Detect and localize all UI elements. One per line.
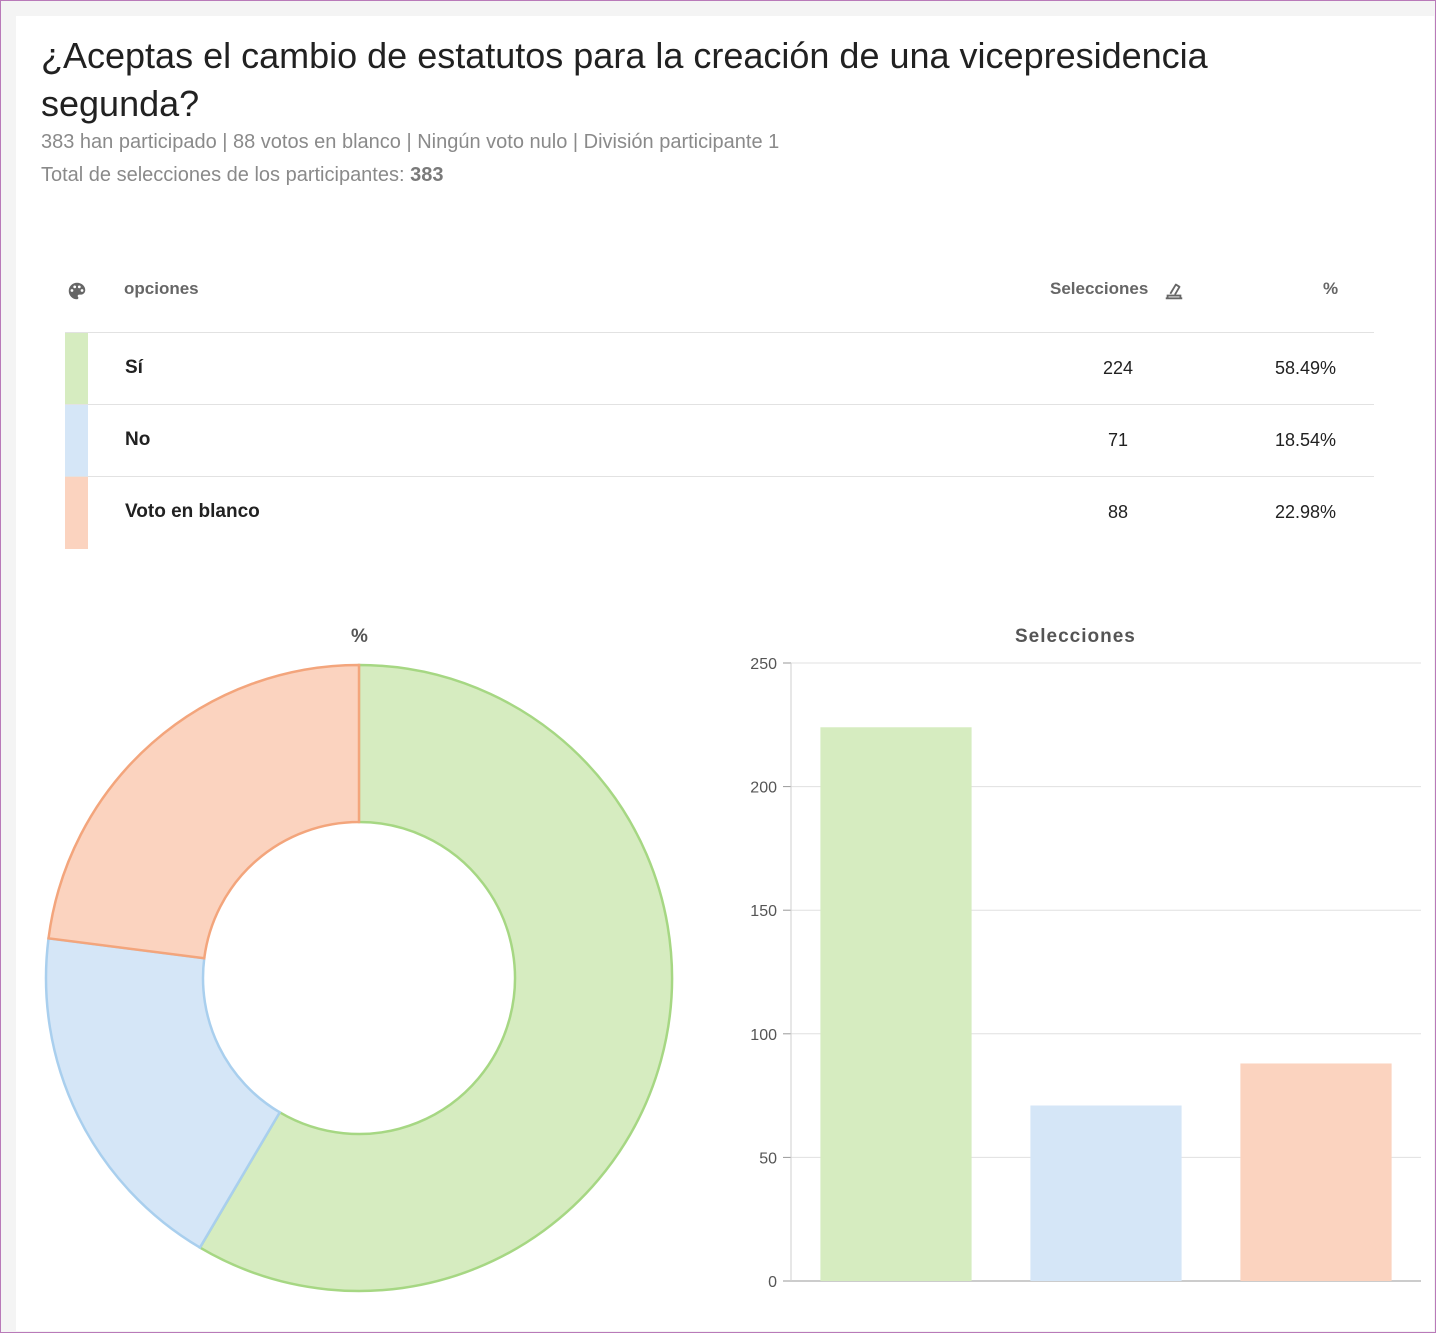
bar-2[interactable]: [1030, 1105, 1182, 1281]
option-label: Sí: [125, 357, 143, 378]
participation-summary: 383 han participado | 88 votos en blanco…: [41, 131, 780, 153]
bar-1[interactable]: [820, 727, 972, 1281]
bar-3[interactable]: [1240, 1063, 1392, 1281]
table-row: Sí 224 58.49%: [65, 332, 1374, 405]
total-selections-label: Total de selecciones de los participante…: [41, 164, 405, 186]
y-tick-label: 0: [768, 1274, 777, 1291]
option-count: 224: [1102, 358, 1134, 378]
column-header-selections[interactable]: Selecciones: [1050, 279, 1149, 298]
y-tick-label: 100: [750, 1027, 777, 1044]
option-label: Voto en blanco: [125, 501, 260, 522]
bar-chart: 0 50 100 150 200 250: [750, 656, 1421, 1291]
y-tick-label: 50: [759, 1150, 777, 1167]
donut-slice-3[interactable]: [47, 663, 361, 960]
donut-chart-title: %: [351, 626, 368, 647]
option-count: 71: [1107, 430, 1129, 450]
color-swatch: [65, 405, 88, 477]
table-row: Voto en blanco 88 22.98%: [65, 476, 1374, 549]
palette-icon: [66, 280, 88, 307]
option-percent: 18.54%: [1274, 430, 1336, 450]
y-tick-label: 150: [750, 903, 777, 920]
ballot-box-icon[interactable]: [1163, 280, 1185, 307]
total-selections: Total de selecciones de los participante…: [41, 164, 443, 187]
option-label: No: [125, 429, 151, 450]
y-tick-label: 200: [750, 780, 777, 797]
column-header-percent: %: [1323, 279, 1339, 298]
total-selections-value: 383: [410, 164, 444, 186]
option-percent: 58.49%: [1274, 358, 1336, 378]
option-count: 88: [1107, 502, 1129, 522]
option-percent: 22.98%: [1274, 502, 1336, 522]
donut-slice-2[interactable]: [44, 936, 282, 1250]
color-swatch: [65, 477, 88, 549]
donut-slice-1[interactable]: [198, 663, 674, 1293]
donut-chart: [44, 663, 674, 1293]
bar-chart-title: Selecciones: [1015, 626, 1136, 647]
y-tick-label: 250: [750, 656, 777, 673]
table-row: No 71 18.54%: [65, 404, 1374, 477]
question-title: ¿Aceptas el cambio de estatutos para la …: [41, 35, 1208, 124]
column-header-options: opciones: [124, 279, 199, 298]
color-swatch: [65, 333, 88, 405]
